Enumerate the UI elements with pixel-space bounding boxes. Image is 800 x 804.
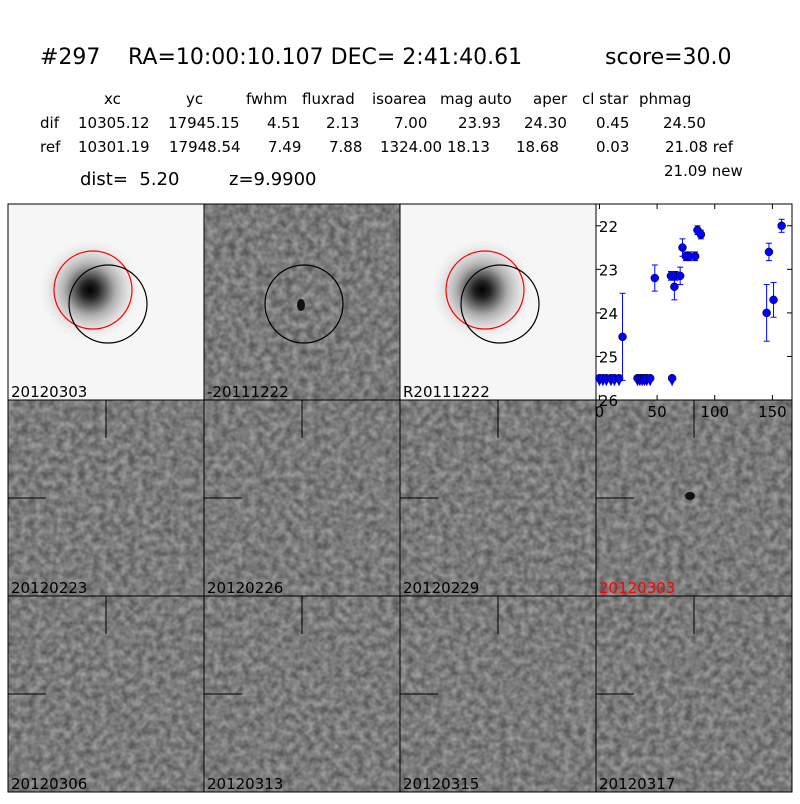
stamp: 20120313 bbox=[203, 595, 401, 793]
stamp-label: R20111222 bbox=[403, 383, 490, 401]
stamp: 20120317 bbox=[595, 595, 793, 793]
x-tick-label: 150 bbox=[758, 403, 787, 421]
x-tick-label: 50 bbox=[648, 403, 667, 421]
y-tick-label: 26 bbox=[599, 392, 618, 410]
aperture-red bbox=[53, 250, 133, 330]
transient bbox=[685, 492, 695, 500]
table-cell: 10301.19 bbox=[78, 138, 150, 156]
table-cell: 18.68 bbox=[516, 138, 559, 156]
stamp-label: -20111222 bbox=[207, 383, 289, 401]
column-header: cl star bbox=[582, 90, 629, 108]
data-point bbox=[675, 271, 685, 281]
data-point bbox=[618, 332, 627, 342]
data-point bbox=[690, 252, 700, 261]
upper-limit-point bbox=[614, 373, 624, 383]
data-point bbox=[696, 230, 706, 239]
distance: dist= 5.20 bbox=[80, 169, 179, 190]
data-point bbox=[764, 247, 774, 257]
y-tick-label: 25 bbox=[599, 348, 618, 366]
upper-limit-point bbox=[667, 373, 677, 383]
table-cell: 4.51 bbox=[267, 114, 300, 132]
table-cell: 7.88 bbox=[329, 138, 362, 156]
table-cell: 23.93 bbox=[458, 114, 501, 132]
stamp-label: 20120303 bbox=[11, 383, 87, 401]
data-point bbox=[678, 243, 687, 252]
column-header: yc bbox=[186, 90, 203, 108]
column-header: fwhm bbox=[246, 90, 287, 108]
coordinates: RA=10:00:10.107 DEC= 2:41:40.61 bbox=[128, 45, 522, 70]
stamp-label: 20120223 bbox=[11, 579, 87, 597]
stamp-label: 20120226 bbox=[207, 579, 283, 597]
table-cell: 2.13 bbox=[326, 114, 359, 132]
column-header: aper bbox=[533, 90, 568, 108]
source-blob bbox=[427, 235, 537, 345]
stamp: 20120223 bbox=[7, 399, 205, 597]
stamp: 20120315 bbox=[399, 595, 597, 793]
source-blob bbox=[35, 235, 145, 345]
data-point bbox=[650, 273, 660, 283]
row-label: ref bbox=[40, 138, 61, 156]
stamp: 20120226 bbox=[203, 399, 401, 597]
stamp-label: 20120303 bbox=[599, 579, 675, 597]
column-header: phmag bbox=[639, 90, 691, 108]
aperture-red bbox=[445, 250, 525, 330]
residual bbox=[297, 299, 305, 311]
y-tick-label: 22 bbox=[599, 218, 618, 236]
data-point bbox=[769, 295, 778, 305]
table-cell: 7.00 bbox=[394, 114, 427, 132]
x-tick-label: 100 bbox=[700, 403, 729, 421]
score: score=30.0 bbox=[605, 45, 732, 70]
table-cell: 24.50 bbox=[663, 114, 706, 132]
stamp: 20120229 bbox=[399, 399, 597, 597]
table-cell: 0.45 bbox=[596, 114, 629, 132]
stamp-label: 20120229 bbox=[403, 579, 479, 597]
y-tick-label: 23 bbox=[599, 261, 618, 279]
data-point bbox=[670, 282, 679, 292]
table-cell: 1324.00 bbox=[380, 138, 442, 156]
phmag-new: 21.09 new bbox=[664, 162, 743, 180]
stamp-label: 20120306 bbox=[11, 775, 87, 793]
stamp-label: 20120313 bbox=[207, 775, 283, 793]
column-header: xc bbox=[104, 90, 121, 108]
table-cell: 21.08 ref bbox=[665, 138, 734, 156]
stamp: R20111222 bbox=[399, 203, 597, 401]
stamp: 20120303 bbox=[7, 203, 205, 401]
redshift: z=9.9900 bbox=[229, 169, 317, 190]
row-label: dif bbox=[40, 114, 60, 132]
candidate-id: #297 bbox=[40, 45, 100, 70]
table-cell: 17945.15 bbox=[168, 114, 240, 132]
column-header: isoarea bbox=[372, 90, 427, 108]
stamp-label: 20120317 bbox=[599, 775, 675, 793]
table-cell: 18.13 bbox=[447, 138, 490, 156]
column-header: fluxrad bbox=[302, 90, 355, 108]
stamp-frame bbox=[595, 595, 793, 793]
upper-limit-point bbox=[645, 373, 655, 383]
y-tick-label: 24 bbox=[599, 305, 618, 323]
aperture-black bbox=[264, 264, 344, 344]
stamp: 20120303 bbox=[595, 399, 793, 597]
x-tick-label: 0 bbox=[595, 403, 605, 421]
plot-area bbox=[595, 203, 793, 401]
table-cell: 24.30 bbox=[524, 114, 567, 132]
data-point bbox=[762, 308, 771, 318]
aperture-black bbox=[460, 264, 540, 344]
table-cell: 0.03 bbox=[596, 138, 629, 156]
stamp: 20120306 bbox=[7, 595, 205, 793]
table-cell: 7.49 bbox=[268, 138, 301, 156]
stamp-label: 20120315 bbox=[403, 775, 479, 793]
table-cell: 10305.12 bbox=[78, 114, 150, 132]
column-header: mag auto bbox=[440, 90, 512, 108]
table-cell: 17948.54 bbox=[169, 138, 241, 156]
data-point bbox=[777, 221, 786, 231]
stamp: -20111222 bbox=[203, 203, 401, 401]
aperture-black bbox=[68, 264, 148, 344]
